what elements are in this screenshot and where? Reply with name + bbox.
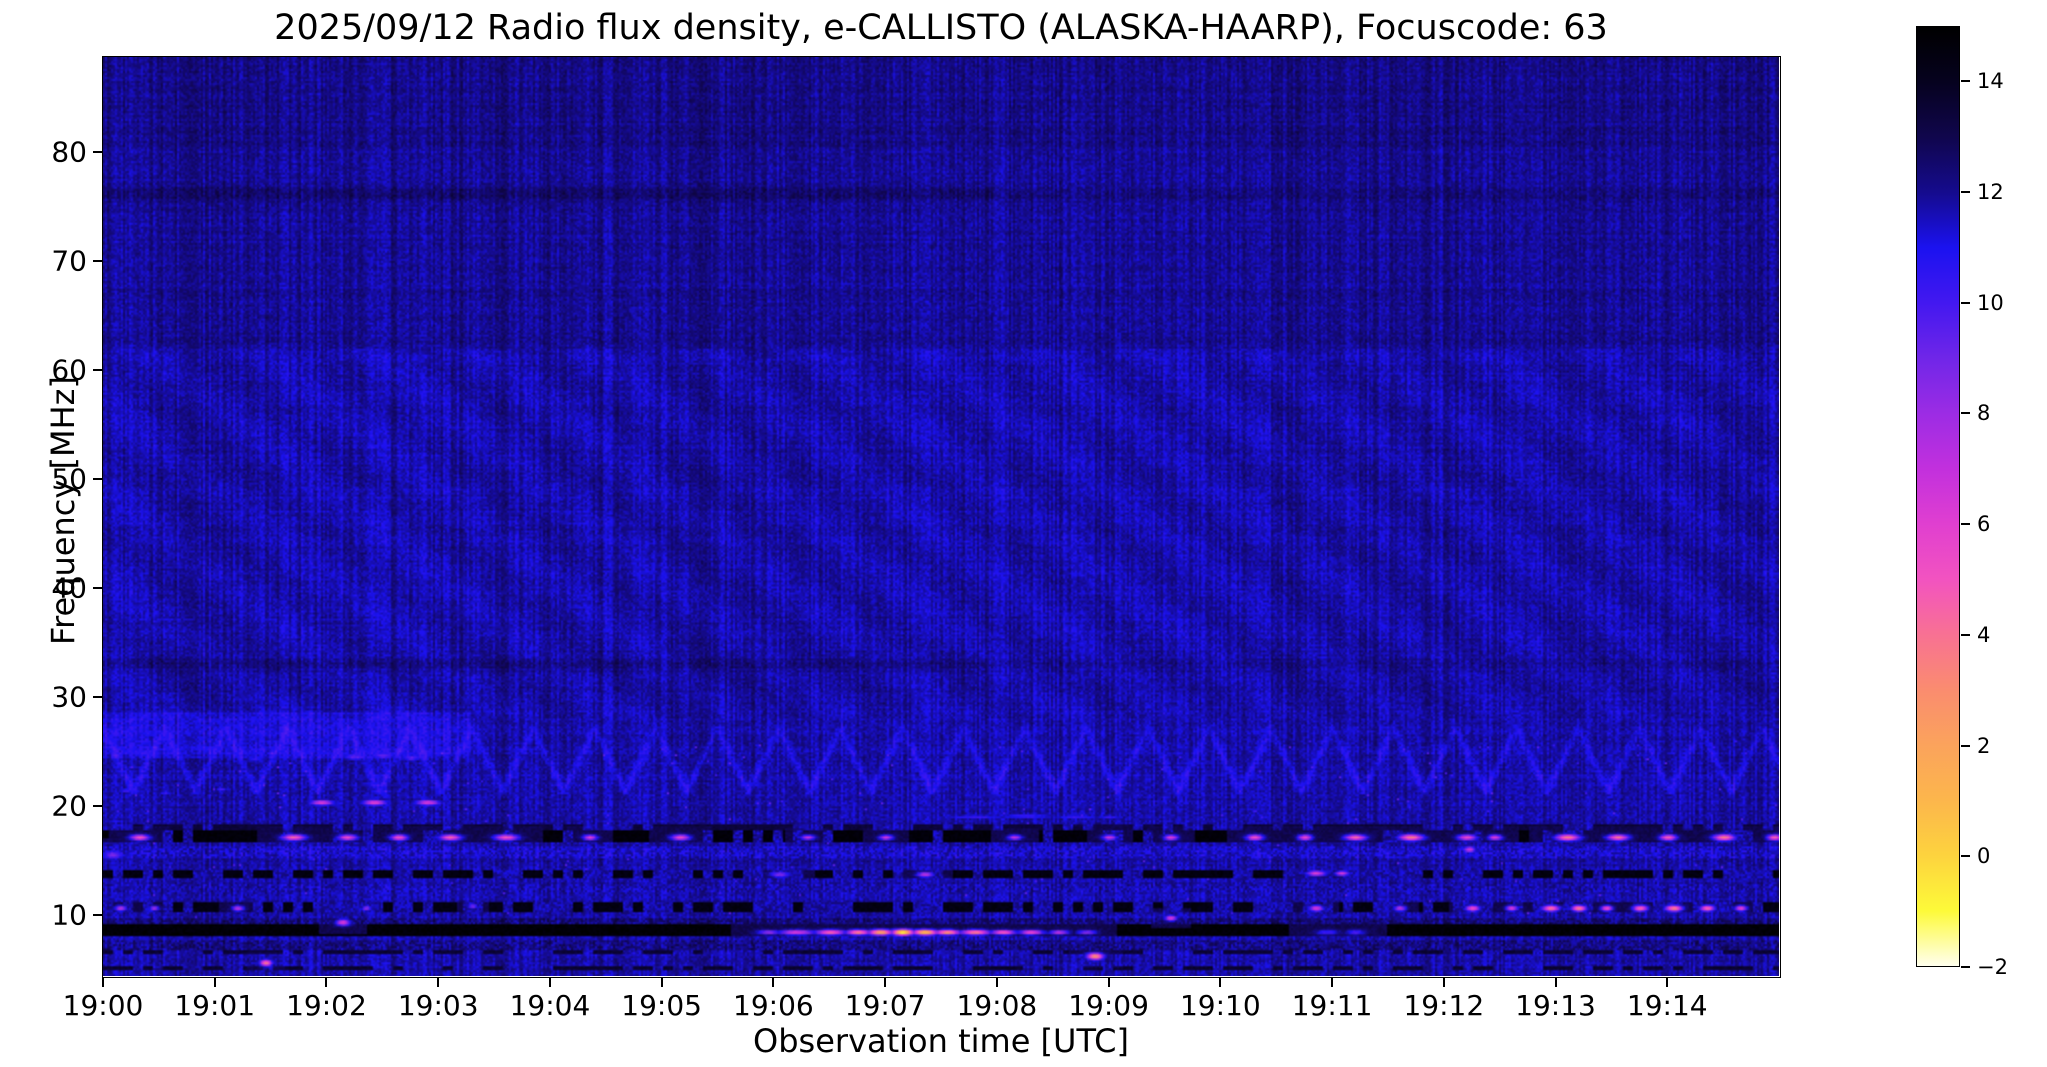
x-tick-label: 19:01 [174,989,256,1022]
y-tick-label: 60 [51,353,87,387]
x-tick-label: 19:02 [286,989,367,1022]
colorbar-tick-mark [1961,855,1970,858]
x-tick-mark [548,977,551,987]
x-tick-label: 19:10 [1179,989,1261,1022]
colorbar-tick-label: 6 [1977,512,1991,537]
colorbar-tick-label: −2 [1977,955,2008,979]
y-tick-label: 70 [51,244,87,278]
x-tick-label: 19:00 [62,989,144,1022]
y-tick-mark [93,150,103,153]
y-tick-mark [93,586,103,589]
colorbar-tick-label: 0 [1977,844,1991,869]
y-tick-mark [93,259,103,262]
x-tick-mark [1331,977,1334,987]
colorbar-tick-mark [1961,191,1970,194]
x-tick-mark [660,977,663,987]
colorbar-label: dB above background [2042,302,2047,652]
x-tick-label: 19:11 [1291,989,1373,1022]
x-tick-label: 19:13 [1515,989,1596,1022]
x-tick-mark [995,977,998,987]
y-axis-label: Frequency [MHz] [44,376,82,645]
x-tick-label: 19:08 [956,989,1038,1022]
colorbar-tick-mark [1961,744,1970,747]
y-tick-mark [93,913,103,916]
x-tick-label: 19:06 [733,989,814,1022]
y-tick-label: 30 [51,680,87,714]
colorbar-tick-label: 12 [1977,180,2004,205]
y-tick-mark [93,477,103,480]
y-tick-label: 40 [51,571,87,605]
colorbar [1916,26,1960,967]
x-tick-label: 19:05 [621,989,703,1022]
x-tick-mark [1666,977,1669,987]
x-tick-label: 19:07 [844,989,926,1022]
x-tick-mark [213,977,216,987]
x-tick-label: 19:04 [509,989,591,1022]
colorbar-tick-mark [1961,633,1970,636]
colorbar-tick-mark [1961,966,1970,968]
x-tick-mark [1554,977,1557,987]
x-tick-mark [102,977,104,987]
y-tick-label: 10 [51,898,87,932]
y-tick-label: 50 [51,462,87,496]
x-tick-label: 19:09 [1068,989,1149,1022]
x-tick-mark [437,977,440,987]
colorbar-tick-label: 10 [1977,290,2004,315]
y-tick-mark [93,695,103,698]
x-tick-label: 19:12 [1403,989,1485,1022]
colorbar-tick-mark [1961,523,1970,526]
y-tick-mark [93,368,103,371]
colorbar-tick-label: 2 [1977,733,1991,758]
x-tick-mark [325,977,328,987]
x-tick-mark [884,977,887,987]
colorbar-tick-mark [1961,80,1970,83]
y-tick-mark [93,804,103,807]
x-tick-mark [772,977,775,987]
colorbar-tick-label: 4 [1977,622,1991,647]
colorbar-tick-label: 14 [1977,69,2004,94]
x-axis-label: Observation time [UTC] [753,1022,1129,1060]
y-tick-label: 80 [51,135,87,169]
x-tick-mark [1107,977,1110,987]
y-tick-label: 20 [51,789,87,823]
x-tick-mark [1219,977,1222,987]
chart-title: 2025/09/12 Radio flux density, e-CALLIST… [274,8,1608,48]
x-tick-label: 19:14 [1626,989,1708,1022]
colorbar-tick-label: 8 [1977,401,1991,426]
colorbar-tick-mark [1961,301,1970,304]
x-tick-mark [1442,977,1445,987]
x-tick-label: 19:03 [397,989,479,1022]
spectrogram-canvas [103,57,1779,976]
colorbar-tick-mark [1961,412,1970,415]
